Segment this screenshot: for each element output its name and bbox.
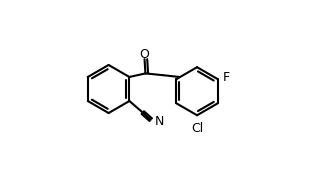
Text: Cl: Cl	[191, 122, 203, 135]
Text: F: F	[222, 71, 229, 84]
Text: N: N	[154, 115, 164, 128]
Text: O: O	[140, 48, 149, 61]
